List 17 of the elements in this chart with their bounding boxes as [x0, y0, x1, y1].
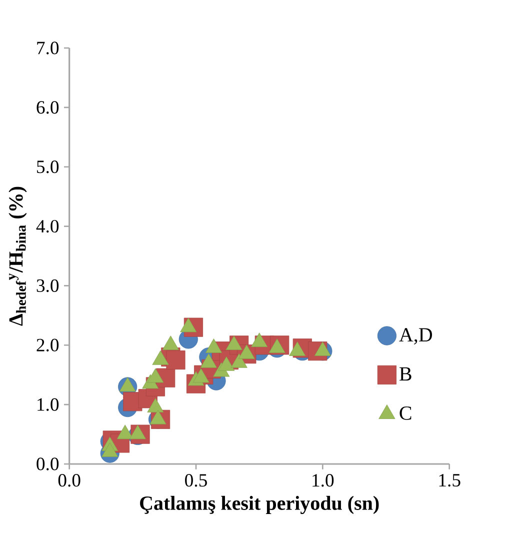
- x-tick-label: 0.0: [58, 474, 80, 487]
- y-tick-label: 1.0: [38, 398, 59, 411]
- y-tick-label: 6.0: [36, 101, 59, 114]
- y-tick-label: 0.0: [36, 458, 59, 470]
- y-tick-label: 3.0: [36, 279, 59, 292]
- legend-label: C: [400, 406, 412, 420]
- y-axis-title: Δ$_{hedef}$$^{y}$/H$_{bina}$ (%): [8, 186, 27, 326]
- y-tick-label: 4.0: [36, 220, 59, 233]
- x-tick-label: 0.5: [185, 474, 207, 487]
- y-tick-label: 7.0: [37, 42, 59, 54]
- x-axis-title: Çatlamış kesit periyodu (sn): [140, 496, 379, 514]
- legend-label: A,D: [399, 328, 432, 344]
- x-tick-label: 1.0: [312, 474, 334, 487]
- y-tick-label: 5.0: [37, 160, 59, 174]
- y-tick-label: 2.0: [36, 338, 59, 352]
- x-tick-label: 1.5: [439, 474, 460, 487]
- legend-label: B: [400, 367, 412, 381]
